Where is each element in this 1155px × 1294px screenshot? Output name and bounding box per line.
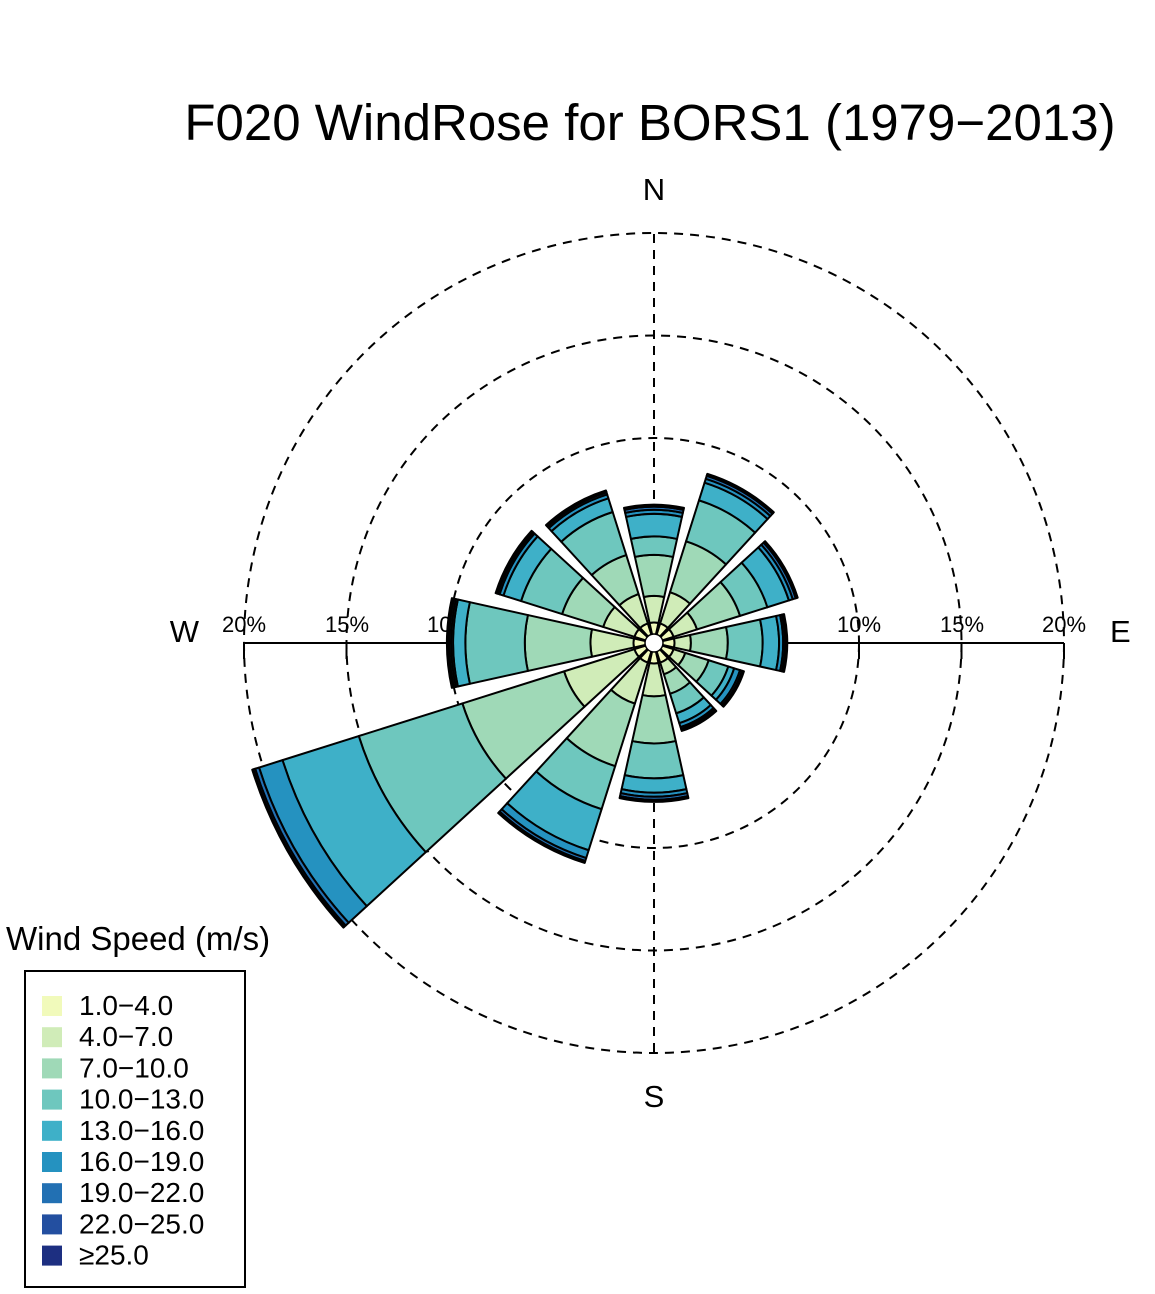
sector-segment [680, 709, 718, 732]
legend-swatch [42, 1120, 62, 1141]
sector-300deg [494, 529, 655, 644]
compass-north: N [643, 172, 665, 207]
center-hole [644, 633, 664, 653]
sector-segment [721, 670, 745, 708]
ring-label-west-20: 20% [222, 612, 266, 637]
sector-segment [706, 472, 775, 515]
sector-segment [544, 489, 608, 527]
sector-120deg [653, 642, 745, 708]
legend-title: Wind Speed (m/s) [6, 920, 270, 957]
wind-sectors [251, 472, 799, 929]
sector-segment [629, 535, 679, 558]
legend-swatch [42, 1152, 62, 1172]
sector-segment [494, 529, 534, 595]
sector-60deg [653, 540, 799, 644]
ring-label-east-20: 20% [1042, 612, 1086, 637]
sector-270deg [445, 597, 655, 689]
sector-180deg [618, 642, 690, 803]
sector-segment [631, 694, 677, 745]
legend-swatch [42, 1027, 62, 1048]
legend: 1.0−4.04.0−7.07.0−10.010.0−13.013.0−16.0… [24, 970, 246, 1288]
sector-segment [759, 614, 781, 672]
sector-segment [464, 601, 529, 685]
sector-segment [725, 618, 764, 668]
legend-label: 1.0−4.0 [79, 990, 173, 1021]
compass-east: E [1110, 614, 1131, 649]
ring-label-east-15: 15% [940, 612, 984, 637]
legend-label: 22.0−25.0 [79, 1208, 204, 1239]
legend-label: 16.0−19.0 [79, 1146, 204, 1177]
sector-segment [523, 614, 593, 672]
legend-swatch [42, 996, 62, 1016]
chart-title: F020 WindRose for BORS1 (1979−2013) [184, 94, 1115, 151]
sector-segment [763, 540, 799, 599]
sector-segment [633, 553, 675, 598]
compass-west: W [170, 614, 200, 649]
legend-label: ≥25.0 [79, 1240, 149, 1271]
sector-segment [618, 796, 690, 803]
sector-240deg [251, 642, 655, 929]
sector-segment [251, 768, 346, 929]
legend-swatch [42, 1183, 62, 1204]
sector-segment [782, 613, 789, 673]
sector-segment [497, 811, 586, 864]
ring-label-east-10: 10% [837, 612, 881, 637]
sector-segment [623, 740, 685, 780]
legend-label: 19.0−22.0 [79, 1177, 204, 1208]
legend-swatch [42, 1245, 62, 1266]
legend-label: 7.0−10.0 [79, 1052, 189, 1083]
legend-swatch [42, 1058, 62, 1079]
sector-90deg [653, 613, 789, 673]
compass-south: S [644, 1079, 665, 1114]
sector-segment [689, 626, 729, 660]
legend-swatch [42, 1089, 62, 1110]
sector-210deg [497, 642, 655, 864]
sector-0deg [623, 503, 685, 644]
legend-label: 10.0−13.0 [79, 1084, 204, 1115]
sector-330deg [544, 489, 655, 644]
legend-swatch [42, 1214, 62, 1235]
sector-30deg [653, 472, 775, 644]
legend-label: 13.0−16.0 [79, 1115, 204, 1146]
sector-segment [673, 634, 692, 652]
ring-label-west-15: 15% [325, 612, 369, 637]
sector-segment [445, 597, 454, 689]
sector-segment [625, 512, 683, 540]
legend-label: 4.0−7.0 [79, 1021, 173, 1052]
sector-segment [623, 503, 685, 510]
